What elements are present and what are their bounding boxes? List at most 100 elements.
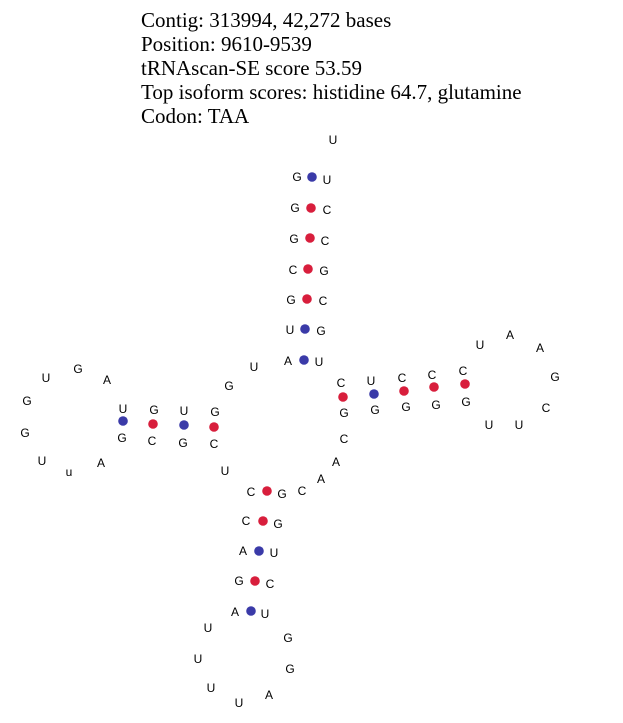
nucleotide: U <box>180 404 189 418</box>
base-pair-dot <box>303 264 313 274</box>
nucleotide: G <box>224 379 233 393</box>
gu-pair-dot <box>246 606 256 616</box>
nucleotide: U <box>485 418 494 432</box>
base-pair-dot <box>399 386 409 396</box>
nucleotide: U <box>221 464 230 478</box>
nucleotide: G <box>431 398 440 412</box>
nucleotide: G <box>461 395 470 409</box>
gu-pair-dot <box>299 355 309 365</box>
nucleotide: U <box>476 338 485 352</box>
nucleotide: U <box>323 173 332 187</box>
nucleotide: G <box>550 370 559 384</box>
nucleotide: U <box>286 323 295 337</box>
nucleotide: C <box>242 514 251 528</box>
nucleotide: C <box>323 203 332 217</box>
nucleotide: G <box>117 431 126 445</box>
isoform-label: Top isoform scores: histidine 64.7, glut… <box>141 80 522 104</box>
nucleotide: G <box>401 400 410 414</box>
base-pair-dot <box>306 203 316 213</box>
nucleotide: G <box>370 403 379 417</box>
nucleotide: A <box>317 472 325 486</box>
nucleotide: C <box>340 432 349 446</box>
nucleotide: G <box>277 487 286 501</box>
gu-pair-dot <box>179 420 189 430</box>
nucleotide: U <box>207 681 216 695</box>
nucleotide: U <box>515 418 524 432</box>
nucleotide: U <box>42 371 51 385</box>
nucleotide: U <box>119 402 128 416</box>
nucleotide: U <box>367 374 376 388</box>
nucleotide: U <box>329 133 338 147</box>
nucleotide: U <box>194 652 203 666</box>
nucleotide: G <box>178 436 187 450</box>
nucleotide: C <box>542 401 551 415</box>
nucleotide: G <box>286 293 295 307</box>
base-pair-dot <box>262 486 272 496</box>
nucleotide: U <box>38 454 47 468</box>
base-pair-dot <box>250 576 260 586</box>
codon-label: Codon: TAA <box>141 104 250 128</box>
header-info: Contig: 313994, 42,272 bases Position: 9… <box>141 8 522 128</box>
nucleotide: C <box>289 263 298 277</box>
position-label: Position: 9610-9539 <box>141 32 312 56</box>
nucleotide: A <box>332 455 340 469</box>
nucleotide: G <box>210 405 219 419</box>
nucleotide: C <box>398 371 407 385</box>
base-pair-dot <box>338 392 348 402</box>
nucleotide: C <box>266 577 275 591</box>
nucleotide: C <box>428 368 437 382</box>
base-pair-dot <box>209 422 219 432</box>
nucleotide: G <box>290 201 299 215</box>
nucleotide: G <box>20 426 29 440</box>
nucleotide: U <box>235 696 244 710</box>
nucleotide: U <box>250 360 259 374</box>
nucleotide: G <box>234 574 243 588</box>
nucleotide: G <box>339 406 348 420</box>
nucleotide: G <box>283 631 292 645</box>
nucleotide: A <box>239 544 247 558</box>
gu-pair-dot <box>254 546 264 556</box>
nucleotide: U <box>204 621 213 635</box>
nucleotide: G <box>273 517 282 531</box>
nucleotide: A <box>97 456 105 470</box>
nucleotide: A <box>231 605 239 619</box>
nucleotide: C <box>247 485 256 499</box>
nucleotide: U <box>315 355 324 369</box>
gu-pair-dot <box>307 172 317 182</box>
nucleotide: G <box>285 662 294 676</box>
base-pair-dot <box>302 294 312 304</box>
nucleotide: C <box>148 434 157 448</box>
nucleotide: u <box>66 465 73 479</box>
base-pair-dot <box>148 419 158 429</box>
nucleotide: G <box>289 232 298 246</box>
score-label: tRNAscan-SE score 53.59 <box>141 56 363 80</box>
base-pair-dot <box>305 233 315 243</box>
nucleotide: G <box>292 170 301 184</box>
nucleotide: G <box>316 324 325 338</box>
nucleotide: A <box>506 328 514 342</box>
nucleotide: U <box>261 607 270 621</box>
nucleotide: G <box>22 394 31 408</box>
nucleotide: A <box>536 341 544 355</box>
nucleotide: A <box>265 688 273 702</box>
nucleotide: G <box>149 403 158 417</box>
nucleotide: C <box>337 376 346 390</box>
base-pair-dot <box>429 382 439 392</box>
nucleotide: G <box>73 362 82 376</box>
base-pair-dot <box>460 379 470 389</box>
nucleotide: C <box>298 484 307 498</box>
gu-pair-dot <box>118 416 128 426</box>
nucleotide: C <box>321 234 330 248</box>
nucleotide: C <box>210 437 219 451</box>
gu-pair-dot <box>300 324 310 334</box>
nucleotide: U <box>270 546 279 560</box>
nucleotide: A <box>284 354 292 368</box>
nucleotide: C <box>319 294 328 308</box>
nucleotide: A <box>103 373 111 387</box>
nucleotide: C <box>459 364 468 378</box>
base-pair-dot <box>258 516 268 526</box>
gu-pair-dot <box>369 389 379 399</box>
contig-label: Contig: 313994, 42,272 bases <box>141 8 392 32</box>
nucleotide: G <box>319 264 328 278</box>
